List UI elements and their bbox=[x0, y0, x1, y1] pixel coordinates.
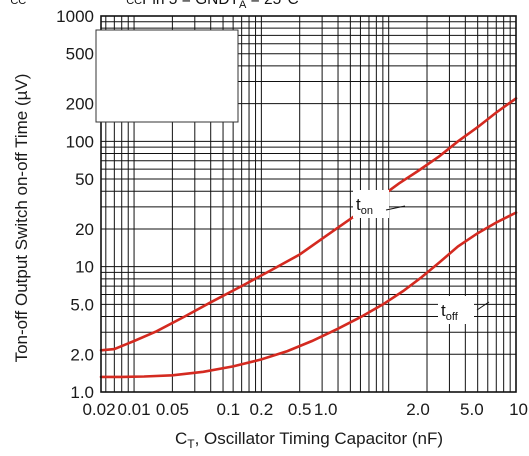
y-tick-label: 20 bbox=[75, 220, 94, 239]
x-tick-label: 0.2 bbox=[250, 400, 274, 419]
y-tick-label: 100 bbox=[66, 132, 94, 151]
plot-frame bbox=[100, 15, 517, 393]
y-tick-label: 10 bbox=[75, 258, 94, 277]
series-line-t_on bbox=[99, 97, 518, 352]
y-tick-labels: 1.0 2.0 5.0 10 20 50 100 200 500 1000 bbox=[56, 7, 94, 402]
y-tick-label: 5.0 bbox=[70, 295, 94, 314]
y-tick-label: 2.0 bbox=[70, 345, 94, 364]
x-tick-label: 10 bbox=[509, 400, 528, 419]
y-axis-title: Ton-off Output Switch on-off Time (µV) bbox=[12, 74, 31, 363]
series-line-t_off bbox=[99, 211, 518, 379]
conditions-text: VCC = 5VPin 7 = VCCPin 5 = GNDTA = 25°C bbox=[0, 0, 299, 11]
x-tick-label: 2.0 bbox=[406, 400, 430, 419]
x-tick-label: 0.1 bbox=[216, 400, 240, 419]
svg-text:toff: toff bbox=[441, 301, 459, 323]
y-tick-label: 1.0 bbox=[70, 383, 94, 402]
curve-label-t_on: ton bbox=[353, 190, 406, 218]
y-tick-label: 1000 bbox=[56, 7, 94, 26]
svg-text:ton: ton bbox=[356, 195, 373, 217]
y-tick-label: 50 bbox=[75, 170, 94, 189]
x-tick-label: 1.0 bbox=[314, 400, 338, 419]
y-tick-label: 200 bbox=[66, 95, 94, 114]
y-tick-label: 500 bbox=[66, 45, 94, 64]
x-tick-label: 0.05 bbox=[156, 400, 189, 419]
x-tick-label: 0.02 bbox=[82, 400, 115, 419]
x-tick-label: 5.0 bbox=[460, 400, 484, 419]
grid bbox=[101, 15, 517, 393]
x-tick-label: 0.01 bbox=[118, 400, 151, 419]
x-tick-labels: 0.02 0.01 0.05 0.1 0.2 0.5 1.0 2.0 5.0 10 bbox=[82, 400, 528, 419]
curve-labels: ton toff bbox=[353, 190, 490, 324]
conditions-box: VCC = 5VPin 7 = VCCPin 5 = GNDTA = 25°C bbox=[0, 0, 299, 123]
series-lines bbox=[99, 97, 518, 379]
x-axis-title: CT, Oscillator Timing Capacitor (nF) bbox=[175, 429, 443, 451]
x-tick-label: 0.5 bbox=[288, 400, 312, 419]
curve-label-t_off: toff bbox=[438, 296, 490, 324]
